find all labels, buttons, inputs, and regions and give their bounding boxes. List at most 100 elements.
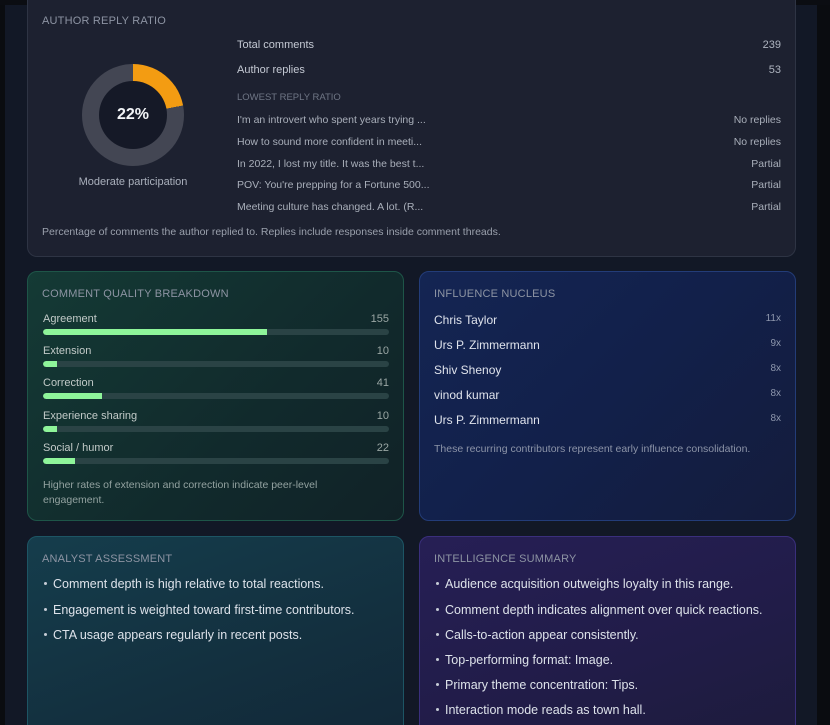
lowest-reply-heading: LOWEST REPLY RATIO — [237, 92, 341, 103]
stat-value: 239 — [762, 39, 781, 51]
summary-bullet: Top-performing format: Image. — [436, 653, 613, 667]
bar-label: Social / humor — [43, 442, 114, 454]
author-reply-ratio-card: AUTHOR REPLY RATIO 22% Moderate particip… — [27, 0, 796, 257]
bullet-dot-icon — [436, 658, 439, 662]
reply-ratio-donut-chart: 22% — [82, 64, 184, 166]
stat-author-replies: Author replies 53 — [237, 64, 781, 76]
summary-bullet: Calls-to-action appear consistently. — [436, 628, 639, 642]
card-title: INFLUENCE NUCLEUS — [434, 288, 556, 300]
contributor-count: 8x — [770, 388, 781, 399]
card-title: INTELLIGENCE SUMMARY — [434, 553, 577, 565]
participation-caption: Moderate participation — [78, 176, 188, 188]
contributor-count: 9x — [770, 338, 781, 349]
contributor-row[interactable]: Urs P. Zimmermann 8x — [434, 413, 781, 427]
stat-value: 53 — [768, 64, 781, 76]
contributor-count: 11x — [765, 313, 781, 324]
quality-footnote: Higher rates of extension and correction… — [43, 479, 318, 506]
bar-label: Correction — [43, 377, 94, 389]
contributor-count: 8x — [770, 363, 781, 374]
quality-bar-correction: Correction 41 — [43, 377, 389, 399]
lowest-reply-post[interactable]: How to sound more confident in meeti... … — [237, 136, 781, 148]
reply-ratio-footnote: Percentage of comments the author replie… — [42, 226, 501, 238]
bar-fill — [43, 393, 103, 399]
contributor-count: 8x — [770, 413, 781, 424]
lowest-reply-post[interactable]: Meeting culture has changed. A lot. (R..… — [237, 201, 781, 213]
bar-value: 10 — [376, 345, 389, 357]
bar-track — [43, 393, 389, 399]
lowest-reply-post[interactable]: I'm an introvert who spent years trying … — [237, 114, 781, 126]
summary-bullet: Primary theme concentration: Tips. — [436, 678, 638, 692]
bar-value: 22 — [376, 442, 389, 454]
bar-fill — [43, 329, 268, 335]
bar-value: 10 — [376, 410, 389, 422]
contributor-name: Chris Taylor — [434, 313, 498, 327]
lowest-reply-post[interactable]: In 2022, I lost my title. It was the bes… — [237, 158, 781, 170]
card-title: AUTHOR REPLY RATIO — [42, 15, 167, 27]
post-title: I'm an introvert who spent years trying … — [237, 114, 426, 126]
reply-status: Partial — [751, 201, 781, 213]
bullet-dot-icon — [44, 633, 47, 637]
reply-status: No replies — [733, 114, 781, 126]
bullet-text: Primary theme concentration: Tips. — [445, 678, 639, 692]
summary-bullet: Comment depth indicates alignment over q… — [436, 603, 763, 617]
quality-bar-extension: Extension 10 — [43, 345, 389, 367]
bar-track — [43, 458, 389, 464]
summary-bullet: Audience acquisition outweighs loyalty i… — [436, 577, 733, 591]
card-title: ANALYST ASSESSMENT — [42, 553, 173, 565]
post-title: POV: You're prepping for a Fortune 500..… — [237, 179, 430, 191]
post-title: In 2022, I lost my title. It was the bes… — [237, 158, 425, 170]
bullet-text: Audience acquisition outweighs loyalty i… — [445, 577, 734, 591]
intelligence-summary-card: INTELLIGENCE SUMMARY Audience acquisitio… — [419, 536, 796, 725]
bullet-dot-icon — [436, 608, 439, 612]
bullet-dot-icon — [436, 633, 439, 637]
bar-fill — [43, 426, 58, 432]
summary-bullet: Interaction mode reads as town hall. — [436, 703, 646, 717]
bullet-text: Engagement is weighted toward first-time… — [53, 603, 355, 617]
bullet-dot-icon — [436, 708, 439, 712]
bar-fill — [43, 458, 75, 464]
bar-label: Agreement — [43, 313, 97, 325]
bar-value: 41 — [376, 377, 389, 389]
contributor-name: vinod kumar — [434, 388, 500, 402]
bar-track — [43, 361, 389, 367]
contributor-row[interactable]: Chris Taylor 11x — [434, 313, 781, 327]
bullet-text: Calls-to-action appear consistently. — [445, 628, 639, 642]
comment-quality-card: COMMENT QUALITY BREAKDOWN Agreement 155 E… — [27, 271, 404, 521]
reply-status: No replies — [733, 136, 781, 148]
post-title: Meeting culture has changed. A lot. (R..… — [237, 201, 424, 213]
lowest-reply-post[interactable]: POV: You're prepping for a Fortune 500..… — [237, 179, 781, 191]
bullet-dot-icon — [436, 582, 439, 586]
contributor-row[interactable]: vinod kumar 8x — [434, 388, 781, 402]
influence-nucleus-card: INFLUENCE NUCLEUS Chris Taylor 11x Urs P… — [419, 271, 796, 521]
assessment-bullet: Engagement is weighted toward first-time… — [44, 603, 355, 617]
assessment-bullet: Comment depth is high relative to total … — [44, 577, 324, 591]
contributor-name: Shiv Shenoy — [434, 363, 502, 377]
bar-label: Extension — [43, 345, 92, 357]
contributor-name: Urs P. Zimmermann — [434, 338, 540, 352]
bullet-text: CTA usage appears regularly in recent po… — [53, 628, 303, 642]
bullet-text: Comment depth is high relative to total … — [53, 577, 324, 591]
contributor-name: Urs P. Zimmermann — [434, 413, 540, 427]
bullet-text: Interaction mode reads as town hall. — [445, 703, 646, 717]
card-title: COMMENT QUALITY BREAKDOWN — [42, 288, 229, 300]
reply-status: Partial — [751, 179, 781, 191]
bullet-dot-icon — [44, 582, 47, 586]
analyst-assessment-card: ANALYST ASSESSMENT Comment depth is high… — [27, 536, 404, 725]
contributor-row[interactable]: Urs P. Zimmermann 9x — [434, 338, 781, 352]
assessment-bullet: CTA usage appears regularly in recent po… — [44, 628, 302, 642]
bullet-text: Comment depth indicates alignment over q… — [445, 603, 763, 617]
reply-ratio-percent: 22% — [99, 81, 167, 149]
bullet-dot-icon — [44, 608, 47, 612]
quality-bar-social-humor: Social / humor 22 — [43, 442, 389, 464]
stat-label: Total comments — [237, 39, 315, 51]
post-title: How to sound more confident in meeti... — [237, 136, 423, 148]
quality-bar-agreement: Agreement 155 — [43, 313, 389, 335]
bar-track — [43, 426, 389, 432]
bar-track — [43, 329, 389, 335]
bar-label: Experience sharing — [43, 410, 138, 422]
bar-value: 155 — [370, 313, 389, 325]
contributor-row[interactable]: Shiv Shenoy 8x — [434, 363, 781, 377]
quality-bar-experience-sharing: Experience sharing 10 — [43, 410, 389, 432]
bullet-dot-icon — [436, 683, 439, 687]
bullet-text: Top-performing format: Image. — [445, 653, 614, 667]
